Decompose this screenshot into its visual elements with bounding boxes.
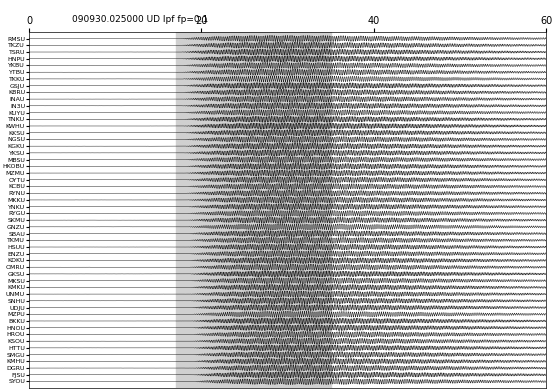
Bar (175, 32, 331, 388)
Text: 090930.025000 UD lpf fp=0.1: 090930.025000 UD lpf fp=0.1 (72, 14, 209, 23)
